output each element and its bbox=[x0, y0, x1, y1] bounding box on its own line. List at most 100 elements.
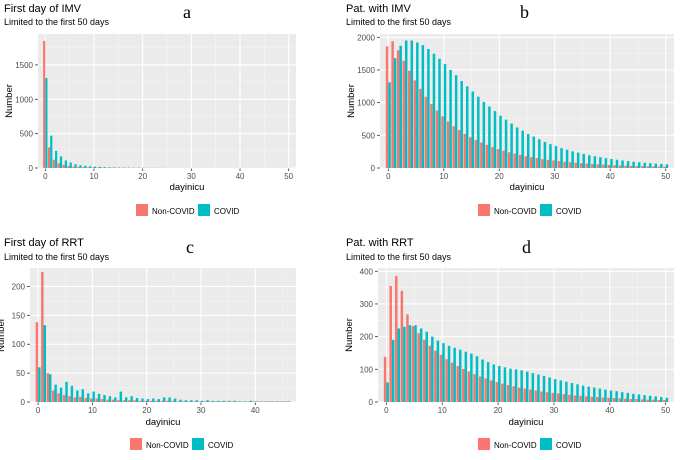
bar-noncovid bbox=[47, 147, 51, 168]
bar-covid bbox=[45, 77, 48, 168]
bar-covid bbox=[206, 400, 209, 402]
bar-covid bbox=[488, 106, 491, 168]
bar-covid bbox=[81, 389, 85, 402]
panel-letter: b bbox=[520, 2, 529, 22]
bar-covid bbox=[271, 401, 275, 402]
bar-noncovid bbox=[652, 166, 655, 168]
legend-label: COVID bbox=[214, 207, 240, 216]
bar-noncovid bbox=[502, 150, 505, 168]
bar-covid bbox=[388, 82, 391, 168]
chart-subtitle: Limited to the first 50 days bbox=[4, 252, 110, 262]
x-axis-label: dayinicu bbox=[146, 417, 181, 428]
bar-noncovid bbox=[86, 167, 90, 168]
bar-covid bbox=[503, 367, 507, 402]
bar-noncovid bbox=[629, 165, 633, 168]
bar-covid bbox=[632, 161, 635, 168]
bar-noncovid bbox=[79, 396, 82, 402]
panel-letter: a bbox=[183, 2, 191, 22]
bar-covid bbox=[615, 159, 619, 168]
bar-noncovid bbox=[573, 395, 577, 402]
bar-covid bbox=[587, 386, 590, 402]
y-tick-label: 500 bbox=[20, 130, 34, 139]
bar-covid bbox=[431, 336, 434, 402]
chart-title: Pat. with IMV bbox=[346, 3, 411, 15]
bar-covid bbox=[570, 383, 574, 402]
legend-label: Non-COVID bbox=[494, 441, 537, 450]
bar-noncovid bbox=[517, 387, 521, 402]
bar-noncovid bbox=[640, 166, 644, 168]
bar-covid bbox=[521, 130, 524, 168]
legend-label: COVID bbox=[208, 441, 234, 450]
bar-covid bbox=[538, 139, 541, 168]
bar-covid bbox=[421, 45, 425, 168]
bar-noncovid bbox=[417, 333, 420, 402]
bar-noncovid bbox=[557, 161, 561, 168]
bar-covid bbox=[571, 151, 574, 168]
bar-covid bbox=[581, 385, 585, 402]
bar-noncovid bbox=[473, 374, 476, 402]
bar-covid bbox=[266, 401, 269, 402]
bar-covid bbox=[493, 111, 497, 168]
bar-noncovid bbox=[187, 401, 191, 402]
bar-noncovid bbox=[601, 397, 605, 402]
bar-covid bbox=[408, 325, 412, 402]
bar-noncovid bbox=[57, 393, 60, 402]
bar-noncovid bbox=[400, 290, 404, 402]
x-tick-label: 50 bbox=[661, 172, 670, 181]
bar-covid bbox=[416, 42, 419, 168]
bar-noncovid bbox=[607, 164, 611, 168]
bar-covid bbox=[626, 392, 630, 402]
bar-noncovid bbox=[52, 159, 56, 168]
bar-noncovid bbox=[506, 385, 510, 402]
y-tick-label: 200 bbox=[12, 282, 26, 291]
bar-covid bbox=[526, 371, 529, 402]
bar-covid bbox=[184, 400, 188, 402]
bar-covid bbox=[97, 393, 101, 402]
bar-noncovid bbox=[518, 154, 522, 168]
bar-covid bbox=[113, 167, 116, 168]
bar-covid bbox=[244, 401, 247, 402]
bar-covid bbox=[436, 340, 440, 402]
bar-covid bbox=[565, 149, 569, 168]
chart-subtitle: Limited to the first 50 days bbox=[346, 17, 452, 27]
y-tick-label: 150 bbox=[12, 311, 26, 320]
bar-covid bbox=[135, 397, 139, 402]
bar-noncovid bbox=[591, 164, 594, 168]
plot-background bbox=[30, 268, 296, 402]
bar-covid bbox=[665, 164, 669, 168]
legend-swatch-noncovid bbox=[478, 204, 490, 216]
bar-covid bbox=[654, 163, 658, 168]
bar-noncovid bbox=[62, 395, 66, 402]
bar-noncovid bbox=[231, 401, 234, 402]
legend-swatch-noncovid bbox=[478, 438, 490, 450]
bar-noncovid bbox=[552, 160, 555, 168]
y-axis-label: Number bbox=[344, 318, 355, 352]
bar-noncovid bbox=[579, 163, 583, 168]
bar-noncovid bbox=[562, 394, 566, 402]
legend-label: Non-COVID bbox=[146, 441, 189, 450]
bar-noncovid bbox=[624, 398, 627, 402]
bar-covid bbox=[510, 123, 513, 168]
chart-subtitle: Limited to the first 50 days bbox=[4, 17, 110, 27]
bar-covid bbox=[464, 351, 468, 402]
bar-noncovid bbox=[111, 399, 115, 402]
bar-covid bbox=[604, 158, 608, 168]
bar-noncovid bbox=[396, 50, 400, 169]
y-tick-label: 400 bbox=[360, 267, 374, 276]
y-tick-label: 500 bbox=[362, 131, 376, 140]
bar-noncovid bbox=[513, 153, 516, 168]
bar-covid bbox=[660, 397, 663, 402]
bar-covid bbox=[576, 152, 580, 168]
bar-covid bbox=[195, 400, 199, 402]
bar-covid bbox=[54, 384, 57, 402]
bar-covid bbox=[599, 157, 602, 168]
legend-swatch-covid bbox=[540, 204, 552, 216]
chart-title: First day of RRT bbox=[4, 237, 84, 249]
bar-covid bbox=[87, 393, 90, 402]
bar-noncovid bbox=[545, 392, 549, 402]
bar-noncovid bbox=[618, 165, 622, 168]
bar-covid bbox=[43, 325, 47, 402]
bar-covid bbox=[125, 397, 128, 402]
bar-noncovid bbox=[263, 401, 267, 402]
bar-noncovid bbox=[171, 400, 174, 402]
